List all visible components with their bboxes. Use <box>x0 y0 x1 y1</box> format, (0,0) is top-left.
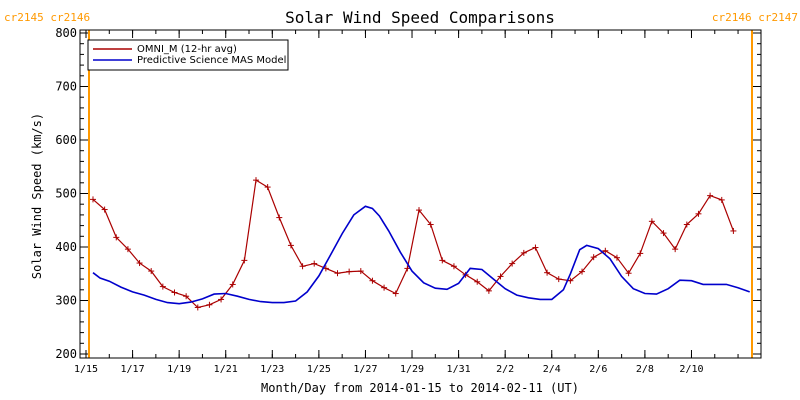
data-point <box>637 250 644 257</box>
data-point <box>148 268 155 275</box>
x-tick-label: 1/21 <box>214 364 238 375</box>
data-point <box>241 257 248 264</box>
data-point <box>579 268 586 275</box>
data-point <box>590 254 597 261</box>
data-point <box>183 293 190 300</box>
y-tick-label: 800 <box>55 26 77 40</box>
carrington-label-part: cr2146 <box>44 11 90 24</box>
y-tick-label: 200 <box>55 347 77 361</box>
data-point <box>520 249 527 256</box>
data-point <box>672 246 679 253</box>
legend-box <box>87 39 289 71</box>
data-point <box>485 287 492 294</box>
data-point <box>404 265 411 272</box>
y-axis-label: Solar Wind Speed (km/s) <box>30 113 44 279</box>
data-point <box>602 247 609 254</box>
chart-title: Solar Wind Speed Comparisons <box>285 8 555 27</box>
data-point <box>381 284 388 291</box>
legend-items: OMNI_M (12-hr avg)Predictive Science MAS… <box>93 44 286 66</box>
legend-label: OMNI_M (12-hr avg) <box>137 44 237 55</box>
data-point <box>334 270 341 277</box>
data-point <box>357 268 364 275</box>
y-tick-label: 400 <box>55 240 77 254</box>
data-point <box>532 244 539 251</box>
data-point <box>730 227 737 234</box>
y-tick-label: 300 <box>55 294 77 308</box>
data-point <box>171 289 178 296</box>
x-tick-label: 1/27 <box>353 364 377 375</box>
data-point <box>311 260 318 267</box>
data-point <box>509 260 516 267</box>
data-point <box>206 301 213 308</box>
x-tick-label: 1/31 <box>447 364 471 375</box>
series-line-mas-model <box>92 205 750 305</box>
y-tick-label: 600 <box>55 133 77 147</box>
data-point <box>369 277 376 284</box>
x-axis-label: Month/Day from 2014-01-15 to 2014-02-11 … <box>261 381 579 395</box>
data-point <box>194 304 201 311</box>
data-point <box>287 242 294 249</box>
carrington-rotation-labels: cr2145 cr2146 cr2146 cr2147 <box>4 11 798 24</box>
data-point <box>474 278 481 285</box>
data-point <box>613 254 620 261</box>
x-tick-label: 1/29 <box>400 364 424 375</box>
x-tick-label: 1/17 <box>121 364 145 375</box>
data-point <box>159 283 166 290</box>
data-point <box>555 276 562 283</box>
x-tick-label: 1/15 <box>74 364 98 375</box>
x-tick-label: 2/6 <box>589 364 607 375</box>
y-tick-label: 500 <box>55 187 77 201</box>
data-point <box>346 268 353 275</box>
data-point <box>427 221 434 228</box>
data-point <box>136 260 143 267</box>
data-point <box>392 290 399 297</box>
x-tick-label: 1/19 <box>167 364 191 375</box>
data-point <box>567 277 574 284</box>
carrington-label: cr2145 cr2146 <box>4 11 90 24</box>
data-point <box>450 263 457 270</box>
data-point <box>648 218 655 225</box>
data-point <box>660 230 667 237</box>
data-point <box>101 206 108 213</box>
x-axis: 1/15 1/17 1/19 1/21 1/23 1/25 1/27 1/29 1/31 2/2 2… <box>74 30 739 375</box>
carrington-label-part: cr2145 <box>4 11 44 24</box>
data-point <box>299 263 306 270</box>
data-point <box>276 214 283 221</box>
x-tick-label: 1/23 <box>260 364 284 375</box>
y-tick-label: 700 <box>55 80 77 94</box>
data-point <box>229 281 236 288</box>
data-point <box>718 196 725 203</box>
x-tick-label: 2/2 <box>496 364 514 375</box>
data-point <box>707 192 714 199</box>
legend-label: Predictive Science MAS Model <box>137 55 286 66</box>
data-point <box>252 177 259 184</box>
data-point <box>497 273 504 280</box>
carrington-label-part: cr2146 <box>712 11 752 24</box>
data-point <box>264 184 271 191</box>
data-point <box>544 269 551 276</box>
data-point <box>113 234 120 241</box>
data-point <box>439 257 446 264</box>
data-point <box>683 221 690 228</box>
x-tick-label: 2/4 <box>543 364 561 375</box>
data-point <box>416 207 423 214</box>
data-point <box>695 210 702 217</box>
carrington-label: cr2146 cr2147 <box>712 11 798 24</box>
data-point <box>625 270 632 277</box>
data-point <box>124 246 131 253</box>
y-axis: 200 300 400 500 600 700 800 <box>55 26 761 361</box>
data-point <box>89 196 96 203</box>
plot-area <box>79 29 762 359</box>
x-tick-label: 2/10 <box>679 364 703 375</box>
series-layer <box>89 177 750 311</box>
data-point <box>218 296 225 303</box>
x-tick-label: 2/8 <box>636 364 654 375</box>
x-tick-label: 1/25 <box>307 364 331 375</box>
legend: OMNI_M (12-hr avg)Predictive Science MAS… <box>87 39 289 71</box>
carrington-marker-lines <box>88 30 753 358</box>
carrington-label-part: cr2147 <box>752 11 798 24</box>
